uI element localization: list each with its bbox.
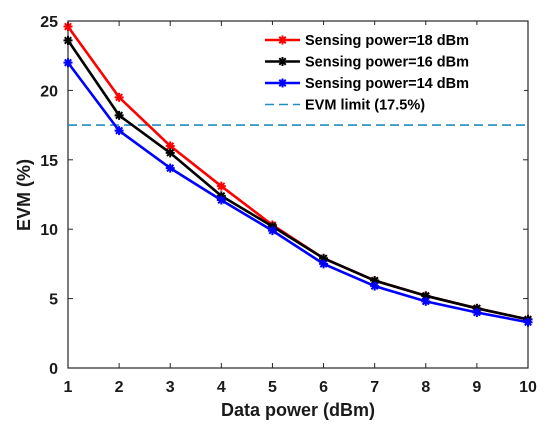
legend-box xyxy=(258,25,524,122)
series-line xyxy=(66,39,529,321)
x-tick-label: 4 xyxy=(217,379,226,396)
y-tick-label: 20 xyxy=(40,83,58,100)
data-point xyxy=(63,22,73,32)
data-point xyxy=(165,141,175,151)
x-tick-label: 9 xyxy=(472,379,481,396)
series-layer xyxy=(63,22,533,327)
data-point xyxy=(165,163,175,173)
data-point xyxy=(319,259,329,269)
data-point xyxy=(216,195,226,205)
x-axis-title: Data power (dBm) xyxy=(221,400,375,420)
legend-label: Sensing power=14 dBm xyxy=(305,76,469,92)
data-point xyxy=(114,92,124,102)
x-tick-label: 10 xyxy=(519,379,537,396)
legend-marker xyxy=(278,57,287,66)
x-tick-label: 7 xyxy=(370,379,379,396)
data-point xyxy=(370,276,380,286)
series-1 xyxy=(63,35,533,324)
x-tick-label: 3 xyxy=(166,379,175,396)
x-tick-label: 6 xyxy=(319,379,328,396)
legend-marker xyxy=(278,78,287,88)
axis-ticks: 1 2 3 4 5 6 7 8 9 10 0 5 10 15 20 25 xyxy=(40,14,537,396)
data-point xyxy=(421,291,431,301)
y-tick-label: 15 xyxy=(40,153,58,170)
data-point xyxy=(63,58,73,68)
data-point xyxy=(523,317,533,327)
x-tick-label: 5 xyxy=(268,379,277,396)
legend-label: Sensing power=18 dBm xyxy=(305,33,469,49)
legend-label: EVM limit (17.5%) xyxy=(305,98,425,114)
series-line xyxy=(66,61,529,324)
y-axis-title: EVM (%) xyxy=(14,159,34,231)
x-tick-label: 8 xyxy=(421,379,430,396)
data-point xyxy=(472,307,482,317)
data-point xyxy=(165,148,175,158)
data-point xyxy=(319,253,329,263)
legend-label: Sensing power=16 dBm xyxy=(305,55,469,71)
x-tick-label: 1 xyxy=(64,379,73,396)
data-point xyxy=(216,181,226,191)
legend: Sensing power=18 dBm Sensing power=16 dBm… xyxy=(258,25,524,122)
data-point xyxy=(421,296,431,306)
data-point xyxy=(267,226,277,236)
data-point xyxy=(114,126,124,136)
y-tick-label: 10 xyxy=(40,222,58,239)
y-tick-label: 5 xyxy=(49,292,58,309)
series-2 xyxy=(63,58,533,327)
y-tick-label: 0 xyxy=(49,361,58,378)
legend-marker xyxy=(278,35,287,45)
data-point xyxy=(370,281,380,291)
data-point xyxy=(63,35,73,45)
y-tick-label: 25 xyxy=(40,14,58,31)
data-point xyxy=(114,110,124,120)
x-tick-label: 2 xyxy=(115,379,124,396)
